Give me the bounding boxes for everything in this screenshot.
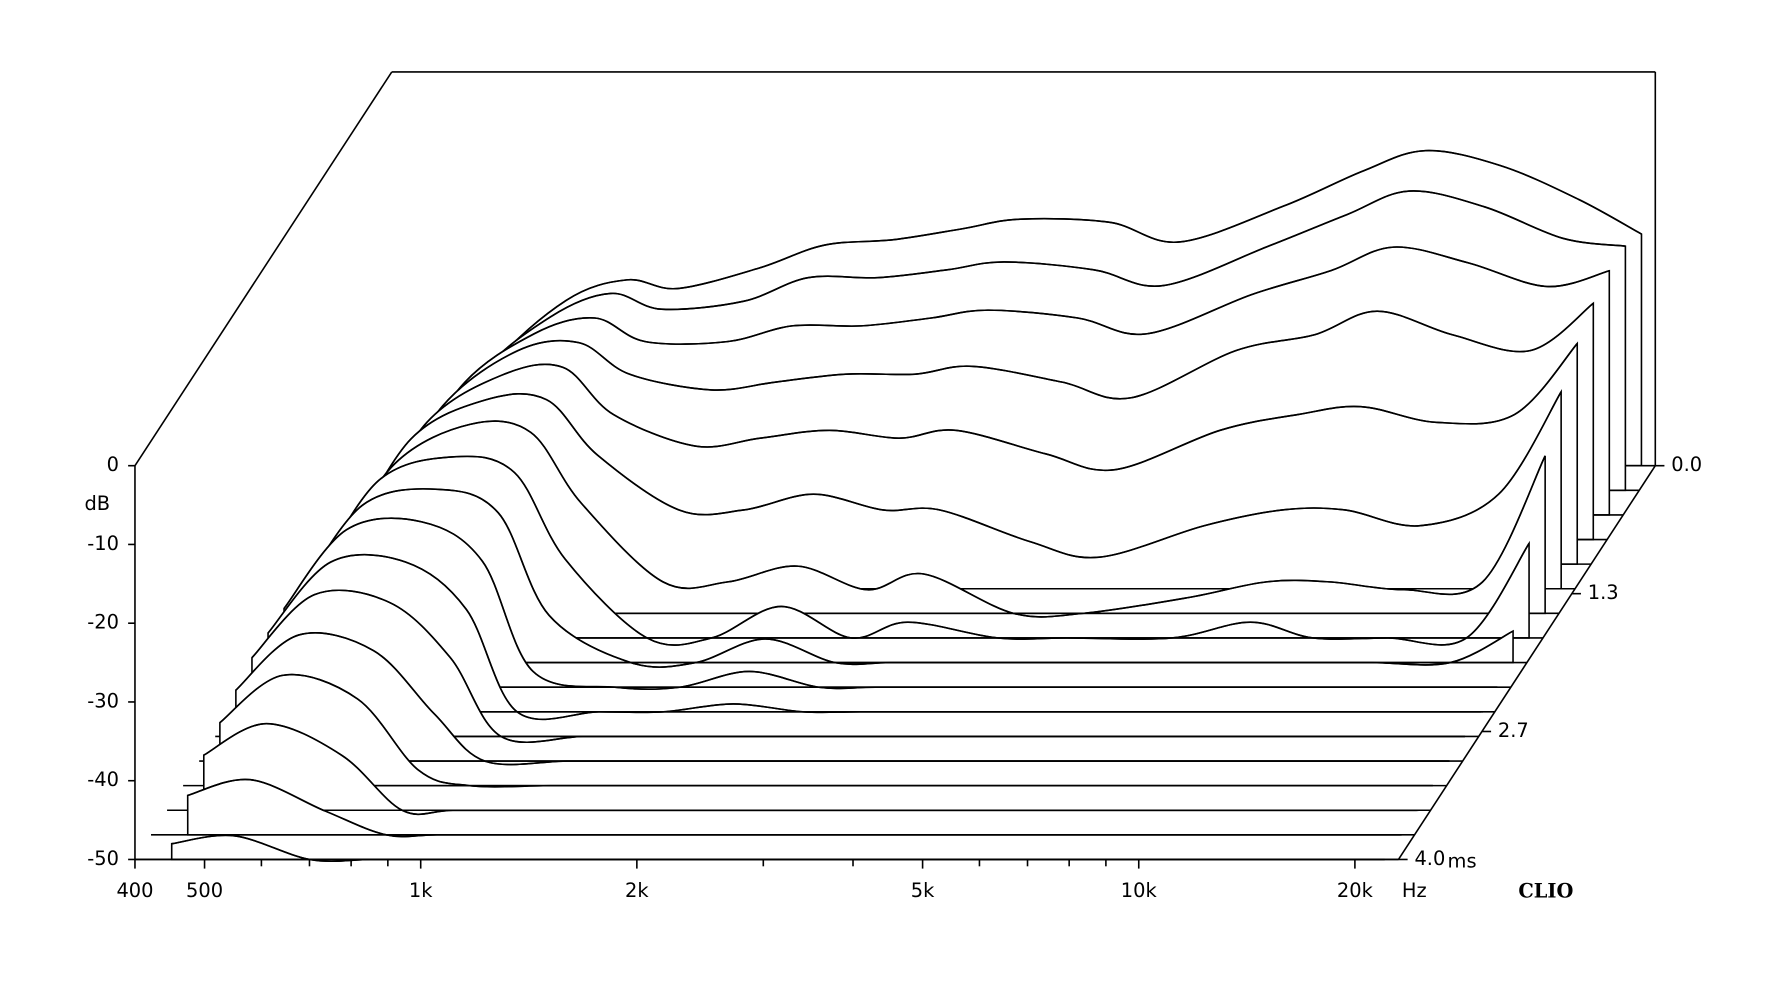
z-tick-label: 2.7 bbox=[1498, 719, 1529, 742]
z-tick-label: 1.3 bbox=[1588, 581, 1619, 604]
y-tick-label: -30 bbox=[87, 689, 119, 712]
brand: CLIO bbox=[1518, 880, 1573, 903]
slice-curve bbox=[427, 149, 1642, 467]
x-tick-label: 1k bbox=[409, 879, 433, 902]
y-tick-label: -50 bbox=[87, 847, 119, 870]
z-tick-label: 4.0 bbox=[1414, 847, 1445, 870]
y-tick-label: 0 bbox=[107, 453, 119, 476]
slice-curve bbox=[235, 632, 1449, 766]
slice-curve bbox=[171, 834, 1385, 863]
y-tick-label: -40 bbox=[87, 768, 119, 791]
slice-curve bbox=[347, 391, 1562, 559]
x-tick-label: 2k bbox=[625, 879, 649, 902]
x-tick-label: 10k bbox=[1121, 879, 1158, 902]
x-tick-label: 5k bbox=[911, 879, 935, 902]
slice-curve bbox=[363, 343, 1578, 526]
z-tick-label: 0.0 bbox=[1671, 453, 1702, 476]
x-tick-label: 20k bbox=[1337, 879, 1374, 902]
slice-curve bbox=[299, 488, 1514, 668]
z-unit: ms bbox=[1448, 849, 1477, 872]
slice-curve bbox=[219, 673, 1433, 788]
y-unit: dB bbox=[84, 492, 110, 515]
slice-curve bbox=[203, 722, 1417, 816]
slice-curve bbox=[283, 517, 1497, 690]
x-tick-label: 400 bbox=[116, 879, 153, 902]
slice-curve bbox=[395, 246, 1610, 500]
left-wall-edge bbox=[134, 71, 393, 467]
slice-curve bbox=[331, 420, 1546, 618]
slice-curve bbox=[251, 589, 1465, 744]
slice-curve bbox=[187, 778, 1401, 838]
slice-curve bbox=[379, 302, 1594, 509]
y-tick-label: -10 bbox=[87, 532, 119, 555]
slice-curve bbox=[411, 190, 1626, 491]
y-tick-label: -20 bbox=[87, 611, 119, 634]
slice-curve bbox=[267, 553, 1481, 721]
x-unit: Hz bbox=[1402, 879, 1427, 902]
slice-curve bbox=[315, 455, 1530, 646]
x-tick-label: 500 bbox=[186, 879, 223, 902]
